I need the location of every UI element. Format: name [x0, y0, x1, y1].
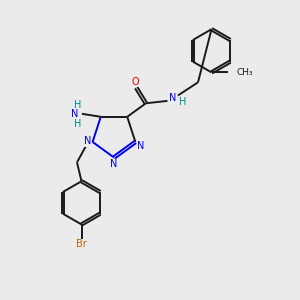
Text: Br: Br — [76, 239, 87, 249]
Text: N: N — [83, 136, 91, 146]
Text: N: N — [110, 159, 117, 169]
Text: N: N — [137, 141, 145, 151]
Text: O: O — [132, 77, 140, 87]
Text: H: H — [74, 100, 81, 110]
Text: H: H — [179, 97, 186, 107]
Text: N: N — [71, 109, 78, 119]
Text: CH₃: CH₃ — [236, 68, 253, 77]
Text: N: N — [169, 93, 176, 103]
Text: H: H — [74, 119, 81, 129]
